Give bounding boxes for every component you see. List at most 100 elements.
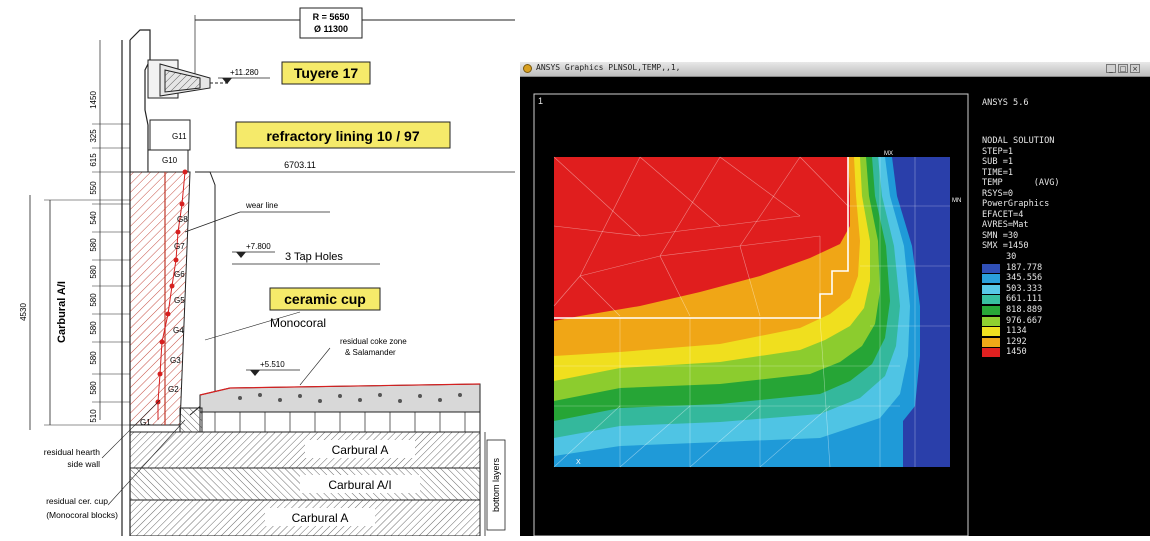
- svg-text:(Monocoral blocks): (Monocoral blocks): [46, 510, 118, 520]
- svg-text:Carbural A: Carbural A: [332, 443, 389, 457]
- ansys-version: ANSYS 5.6: [982, 98, 1029, 108]
- tuyere-assembly: [147, 59, 230, 99]
- svg-text:325: 325: [89, 129, 98, 143]
- ansys-plot-area: 1: [533, 93, 969, 536]
- svg-text:wear line: wear line: [245, 201, 279, 210]
- svg-text:615: 615: [89, 153, 98, 167]
- svg-text:580: 580: [89, 238, 98, 252]
- svg-text:G7: G7: [174, 242, 185, 251]
- legend-swatch: [982, 316, 1000, 326]
- wear-line-callout: wear line: [184, 201, 330, 233]
- svg-text:3 Tap Holes: 3 Tap Holes: [285, 251, 343, 263]
- info-line: PowerGraphics: [982, 199, 1050, 209]
- svg-text:6703.11: 6703.11: [284, 160, 316, 170]
- tuyere-label-box: Tuyere 17: [281, 61, 371, 85]
- carbural-ai-vertical-label: Carbural A/I: [56, 281, 68, 343]
- svg-text:& Salamander: & Salamander: [345, 348, 396, 357]
- info-line: RSYS=0: [982, 189, 1014, 199]
- info-line: EFACET=4: [982, 210, 1024, 220]
- svg-text:G10: G10: [162, 156, 178, 165]
- legend-value: 818.889: [1006, 305, 1043, 315]
- refractory-wall: [129, 119, 191, 426]
- window-title: ANSYS Graphics PLNSOL,TEMP,,1,: [536, 63, 681, 72]
- legend-swatch: [982, 274, 1000, 284]
- legend-swatch: [982, 295, 1000, 305]
- inner-dimension: 6703.11: [200, 160, 515, 173]
- svg-text:G5: G5: [174, 296, 185, 305]
- legend-value: 345.556: [1006, 273, 1043, 284]
- svg-text:580: 580: [89, 321, 98, 335]
- legend-value: 187.778: [1006, 262, 1043, 273]
- svg-text:+5.510: +5.510: [260, 360, 285, 369]
- legend-swatch: [982, 337, 1000, 347]
- svg-text:G2: G2: [168, 385, 179, 394]
- legend-swatch: [982, 348, 1000, 358]
- legend-value: 1134: [1006, 326, 1027, 337]
- svg-text:residual cer. cup: residual cer. cup: [46, 496, 108, 506]
- svg-text:ceramic cup: ceramic cup: [284, 291, 366, 307]
- svg-text:residual hearth: residual hearth: [44, 447, 101, 457]
- info-line: SUB =1: [982, 157, 1014, 167]
- bottom-layers: Carbural A Carbural A/I Carbural A: [129, 431, 481, 537]
- svg-text:Carbural A: Carbural A: [292, 511, 349, 525]
- window-number: 1: [538, 96, 543, 106]
- ring-labels: G11 G10 G8 G7 G6 G5 G4 G3 G2 G1: [140, 132, 188, 427]
- diameter-label: Ø 11300: [314, 24, 348, 34]
- minimize-button[interactable]: _: [1106, 64, 1116, 73]
- tuyere-level-marker: +11.280: [218, 68, 270, 84]
- wear-line: [155, 169, 188, 420]
- svg-text:G11: G11: [172, 132, 187, 141]
- coke-zone-callout: residual coke zone & Salamander +5.510: [246, 337, 407, 386]
- legend-value: 1292: [1006, 336, 1027, 347]
- info-line: STEP=1: [982, 147, 1014, 157]
- svg-text:G8: G8: [177, 215, 188, 224]
- residual-cup-callout: residual cer. cup (Monocoral blocks): [46, 419, 186, 520]
- max-marker: MX: [884, 151, 893, 157]
- furnace-section-drawing: R = 5650 Ø 11300 1450 325 615 550 540 58…: [0, 0, 515, 537]
- radius-label: R = 5650: [313, 12, 350, 22]
- taphole-marker: +7.800 3 Tap Holes: [232, 242, 380, 265]
- legend-value: 976.667: [1006, 315, 1043, 326]
- svg-text:Tuyere 17: Tuyere 17: [294, 65, 359, 81]
- side-dimensions: 1450 325 615 550 540 580 580 580 580 580…: [89, 91, 98, 423]
- close-button[interactable]: ×: [1130, 64, 1140, 73]
- svg-text:Carbural A/I: Carbural A/I: [328, 478, 391, 492]
- svg-text:G4: G4: [173, 326, 184, 335]
- bottom-layers-label: bottom layers: [491, 457, 501, 512]
- info-line: NODAL SOLUTION: [982, 136, 1055, 146]
- legend-value: 661.111: [1006, 294, 1043, 305]
- svg-text:580: 580: [89, 293, 98, 307]
- ansys-app-icon: [523, 64, 532, 73]
- svg-text:580: 580: [89, 351, 98, 365]
- ansys-graphics-window: ANSYS Graphics PLNSOL,TEMP,,1, _ □ × 1: [520, 62, 1150, 536]
- svg-text:580: 580: [89, 381, 98, 395]
- svg-text:510: 510: [89, 409, 98, 423]
- svg-text:G1: G1: [140, 418, 151, 427]
- svg-text:G6: G6: [174, 270, 185, 279]
- svg-text:G3: G3: [170, 356, 181, 365]
- monocoral-label: Monocoral: [270, 316, 326, 330]
- info-line: TIME=1: [982, 168, 1014, 178]
- residual-hearth-callout: residual hearth side wall: [44, 399, 161, 469]
- total-height-label: 4530: [19, 303, 28, 321]
- legend-swatch: [982, 284, 1000, 294]
- min-marker: MN: [952, 198, 961, 204]
- maximize-button[interactable]: □: [1118, 64, 1128, 73]
- legend-value: 503.333: [1006, 283, 1043, 294]
- info-line: SMN =30: [982, 231, 1019, 241]
- legend-swatch: [982, 327, 1000, 337]
- svg-text:residual coke zone: residual coke zone: [340, 337, 407, 346]
- info-line: TEMP (AVG): [982, 178, 1060, 188]
- svg-text:+7.800: +7.800: [246, 242, 271, 251]
- svg-text:540: 540: [89, 211, 98, 225]
- ceramic-cup-label-box: ceramic cup: [269, 287, 381, 311]
- legend-swatch: [982, 306, 1000, 315]
- info-line: SMX =1450: [982, 241, 1029, 251]
- legend-swatch: [982, 263, 1000, 273]
- lining-label-box: refractory lining 10 / 97: [235, 121, 451, 149]
- svg-text:1450: 1450: [89, 91, 98, 109]
- svg-text:+11.280: +11.280: [230, 68, 259, 77]
- svg-text:580: 580: [89, 265, 98, 279]
- ceramic-cup-outline: [189, 171, 216, 416]
- window-titlebar[interactable]: ANSYS Graphics PLNSOL,TEMP,,1, _ □ ×: [520, 62, 1150, 77]
